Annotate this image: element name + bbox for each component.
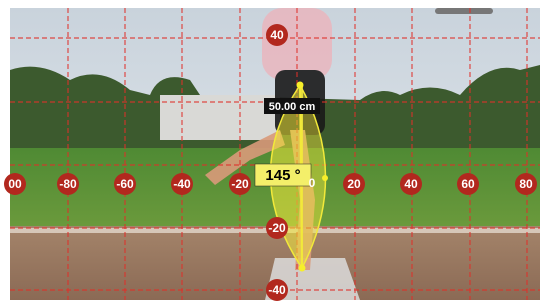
- x-label: -20: [231, 177, 249, 191]
- angle-value: 145 °: [265, 167, 300, 184]
- y-label: -40: [268, 283, 286, 297]
- x-label: 0: [309, 176, 316, 190]
- x-label: -80: [59, 177, 77, 191]
- handle[interactable]: [322, 175, 328, 181]
- distance-value: 50.00 cm: [269, 101, 316, 113]
- x-label: 00: [8, 177, 22, 191]
- x-label: -40: [173, 177, 191, 191]
- x-label: 20: [347, 177, 361, 191]
- toolbar-tab[interactable]: [435, 8, 493, 14]
- y-label: -20: [268, 221, 286, 235]
- handle[interactable]: [299, 265, 306, 272]
- screenshot: 145 ° 50.00 cm 00 -80 -60 -40 -20 0 20 4…: [0, 0, 549, 304]
- x-label: 80: [519, 177, 533, 191]
- x-label: 60: [461, 177, 475, 191]
- y-label: 40: [270, 28, 284, 42]
- handle[interactable]: [297, 82, 304, 89]
- x-label: -60: [116, 177, 134, 191]
- x-label: 40: [404, 177, 418, 191]
